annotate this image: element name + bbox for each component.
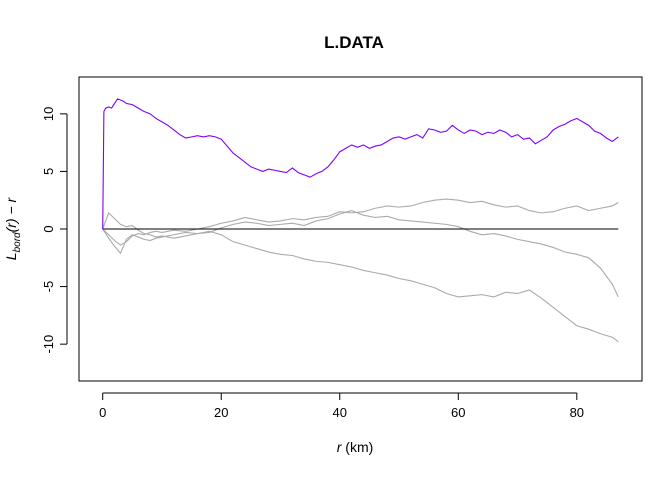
y-axis-label: Lbord(r) − r	[3, 196, 23, 260]
chart-title: L.DATA	[324, 33, 384, 52]
y-tick-label: 5	[41, 168, 56, 175]
x-tick-label: 80	[570, 405, 584, 420]
y-tick-label: 0	[41, 225, 56, 232]
simulated-series-line-2	[102, 209, 619, 298]
observed-series-line	[102, 98, 619, 230]
x-axis-label: r (km)	[337, 439, 374, 455]
x-tick-label: 60	[451, 405, 465, 420]
x-axis-var: r	[337, 439, 343, 455]
series-layer	[102, 98, 619, 343]
y-axis-arg: (r) − r	[3, 196, 19, 232]
y-tick-label: -5	[41, 281, 56, 293]
y-tick-label: -10	[41, 335, 56, 354]
y-axis-base: L	[3, 252, 19, 260]
x-axis-unit: (km)	[341, 439, 373, 455]
x-tick-label: 20	[214, 405, 228, 420]
simulated-series-line-3	[102, 228, 619, 343]
y-tick-label: 10	[41, 107, 56, 121]
y-axis-sub: bord	[12, 232, 23, 252]
simulated-series-line-1	[102, 198, 619, 246]
x-tick-label: 0	[99, 405, 106, 420]
axis-layer: 0 20 40 60 80 -10 -5 0 5 10	[41, 107, 584, 420]
plot-frame	[78, 76, 643, 382]
x-tick-label: 40	[333, 405, 347, 420]
